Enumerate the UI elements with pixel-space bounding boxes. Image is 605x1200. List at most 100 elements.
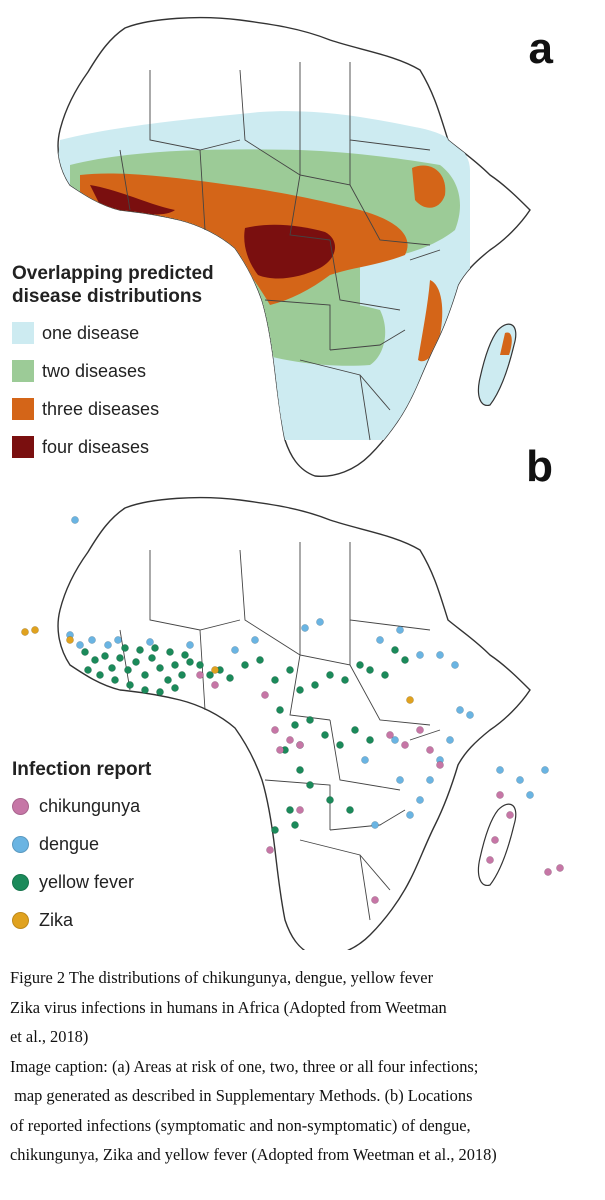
report-dot-yellow-fever bbox=[126, 681, 133, 688]
report-dot-yellow-fever bbox=[381, 671, 388, 678]
report-dot-dengue bbox=[316, 618, 323, 625]
report-dot-dengue bbox=[146, 638, 153, 645]
report-dot-dengue bbox=[186, 641, 193, 648]
report-dot-chikungunya bbox=[401, 741, 408, 748]
report-dot-chikungunya bbox=[196, 671, 203, 678]
report-dot-yellow-fever bbox=[346, 806, 353, 813]
report-dot-chikungunya bbox=[426, 746, 433, 753]
report-dot-yellow-fever bbox=[326, 796, 333, 803]
caption-line: Image caption: (a) Areas at risk of one,… bbox=[10, 1052, 600, 1082]
report-dot-yellow-fever bbox=[306, 781, 313, 788]
risk-legend-title-line1: Overlapping predicted bbox=[12, 262, 214, 285]
report-dot-yellow-fever bbox=[111, 676, 118, 683]
report-dot-dengue bbox=[451, 661, 458, 668]
report-dot-chikungunya bbox=[296, 741, 303, 748]
report-dot-yellow-fever bbox=[341, 676, 348, 683]
report-dot-dengue bbox=[231, 646, 238, 653]
legend-label: chikungunya bbox=[39, 796, 140, 817]
panel-b-letter: b bbox=[526, 442, 553, 492]
legend-item-one-disease: one disease bbox=[12, 314, 214, 352]
report-dot-yellow-fever bbox=[351, 726, 358, 733]
report-dot-chikungunya bbox=[266, 846, 273, 853]
swatch-two-diseases bbox=[12, 360, 34, 382]
legend-item-four-diseases: four diseases bbox=[12, 428, 214, 466]
legend-item-two-diseases: two diseases bbox=[12, 352, 214, 390]
report-dot-yellow-fever bbox=[291, 721, 298, 728]
report-dot-yellow-fever bbox=[186, 658, 193, 665]
report-dot-dengue bbox=[301, 624, 308, 631]
legend-item-yellow-fever: yellow fever bbox=[12, 863, 151, 901]
report-dot-yellow-fever bbox=[156, 688, 163, 695]
swatch-four-diseases bbox=[12, 436, 34, 458]
infection-legend-title: Infection report bbox=[12, 758, 151, 781]
swatch-three-diseases bbox=[12, 398, 34, 420]
legend-item-dengue: dengue bbox=[12, 825, 151, 863]
legend-label: dengue bbox=[39, 834, 99, 855]
report-dot-chikungunya bbox=[261, 691, 268, 698]
report-dot-yellow-fever bbox=[81, 648, 88, 655]
report-dot-yellow-fever bbox=[196, 661, 203, 668]
report-dot-dengue bbox=[416, 796, 423, 803]
report-dot-yellow-fever bbox=[256, 656, 263, 663]
legend-label: yellow fever bbox=[39, 872, 134, 893]
report-dot-dengue bbox=[496, 766, 503, 773]
report-dot-dengue bbox=[526, 791, 533, 798]
report-dot-zika bbox=[406, 696, 413, 703]
caption-line: of reported infections (symptomatic and … bbox=[10, 1111, 600, 1141]
caption-line: Zika virus infections in humans in Afric… bbox=[10, 993, 600, 1023]
panel-a-letter: a bbox=[529, 24, 553, 74]
swatch-one-disease bbox=[12, 322, 34, 344]
panel-b-infection-map: b Infection report chikungunya dengue ye… bbox=[0, 480, 605, 950]
report-dot-dengue bbox=[361, 756, 368, 763]
report-dot-dengue bbox=[76, 641, 83, 648]
report-dot-yellow-fever bbox=[326, 671, 333, 678]
report-dot-yellow-fever bbox=[286, 666, 293, 673]
report-dot-yellow-fever bbox=[96, 671, 103, 678]
report-dot-dengue bbox=[541, 766, 548, 773]
risk-legend-title-line2: disease distributions bbox=[12, 285, 214, 308]
legend-label: two diseases bbox=[42, 361, 146, 382]
report-dot-yellow-fever bbox=[336, 741, 343, 748]
report-dot-yellow-fever bbox=[181, 651, 188, 658]
report-dot-yellow-fever bbox=[141, 686, 148, 693]
report-dot-yellow-fever bbox=[391, 646, 398, 653]
report-dot-chikungunya bbox=[286, 736, 293, 743]
report-dot-yellow-fever bbox=[84, 666, 91, 673]
report-dot-yellow-fever bbox=[271, 826, 278, 833]
report-dot-zika bbox=[21, 628, 28, 635]
dot-zika bbox=[12, 912, 29, 929]
report-dot-dengue bbox=[71, 516, 78, 523]
risk-legend: Overlapping predicted disease distributi… bbox=[12, 262, 214, 466]
report-dot-dengue bbox=[88, 636, 95, 643]
report-dot-dengue bbox=[516, 776, 523, 783]
report-dot-yellow-fever bbox=[271, 676, 278, 683]
legend-label: three diseases bbox=[42, 399, 159, 420]
report-dot-yellow-fever bbox=[151, 644, 158, 651]
report-dot-yellow-fever bbox=[178, 671, 185, 678]
dot-dengue bbox=[12, 836, 29, 853]
report-dot-yellow-fever bbox=[108, 664, 115, 671]
report-dot-chikungunya bbox=[506, 811, 513, 818]
report-dot-yellow-fever bbox=[276, 706, 283, 713]
legend-label: one disease bbox=[42, 323, 139, 344]
legend-item-zika: Zika bbox=[12, 901, 151, 939]
report-dot-chikungunya bbox=[491, 836, 498, 843]
report-dot-yellow-fever bbox=[116, 654, 123, 661]
infection-legend: Infection report chikungunya dengue yell… bbox=[12, 758, 151, 939]
report-dot-chikungunya bbox=[386, 731, 393, 738]
report-dot-yellow-fever bbox=[132, 658, 139, 665]
report-dot-yellow-fever bbox=[286, 806, 293, 813]
report-dot-yellow-fever bbox=[366, 666, 373, 673]
report-dot-dengue bbox=[466, 711, 473, 718]
legend-item-three-diseases: three diseases bbox=[12, 390, 214, 428]
figure-caption: Figure 2 The distributions of chikunguny… bbox=[10, 963, 600, 1170]
report-dot-yellow-fever bbox=[311, 681, 318, 688]
report-dot-yellow-fever bbox=[356, 661, 363, 668]
report-dot-dengue bbox=[371, 821, 378, 828]
report-dot-chikungunya bbox=[496, 791, 503, 798]
report-dot-yellow-fever bbox=[296, 766, 303, 773]
report-dot-yellow-fever bbox=[296, 686, 303, 693]
report-dot-yellow-fever bbox=[241, 661, 248, 668]
report-dot-dengue bbox=[416, 651, 423, 658]
dot-yellow-fever bbox=[12, 874, 29, 891]
